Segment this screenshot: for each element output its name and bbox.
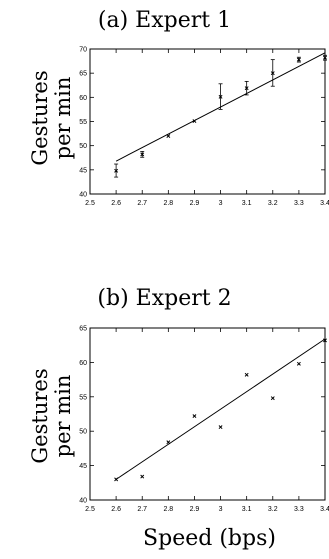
chart-a-plot: 2.5 2.6 2.7 2.8 2.9 3 3.1 3.2 3.3 3.4 40 45 50 55 60 65… [79, 47, 329, 208]
chart-a-data-point [192, 119, 197, 123]
chart-b-ytick-label: 60 [79, 360, 87, 367]
chart-b-xtick-label: 3.2 [268, 506, 278, 513]
chart-b-ytick-label: 45 [79, 463, 87, 470]
chart-b-data-point [323, 338, 327, 343]
chart-b-data-point [166, 440, 171, 445]
chart-b-plot: 2.5 2.6 2.7 2.8 2.9 3 3.1 3.2 3.3 3.4 40 45 50 55 60 65 [79, 326, 329, 514]
chart-a-data-point [270, 71, 275, 76]
chart-a-data-point [140, 152, 145, 157]
chart-a-data-point [114, 168, 119, 173]
chart-b-xtick-label: 3.4 [320, 506, 329, 513]
chart-a-xtick-label: 3.1 [242, 200, 252, 207]
chart-b-xtick-label: 3.3 [294, 506, 304, 513]
chart-b-ytick-label: 40 [79, 498, 87, 505]
chart-a-data-point [244, 86, 249, 91]
chart-a-data-point [218, 94, 223, 99]
chart-b-data-point [140, 474, 145, 479]
chart-b-data-point [114, 477, 119, 482]
chart-b-data-point [296, 361, 301, 366]
chart-a-xtick-label: 2.6 [111, 200, 121, 207]
chart-a-data-point [323, 55, 327, 60]
chart-a-ytick-label: 50 [79, 143, 87, 150]
chart-b-data-point [244, 372, 249, 377]
chart-b-xtick-label: 2.6 [111, 506, 121, 513]
chart-b-frame [89, 327, 326, 501]
chart-b-fit-line [115, 338, 326, 480]
chart-a-ytick-label: 70 [79, 47, 87, 54]
chart-b-xtick-label: 3.1 [242, 506, 252, 513]
chart-b-ytick-label: 65 [79, 326, 87, 333]
chart-b-ytick-label: 55 [79, 394, 87, 401]
chart-a-ytick-label: 55 [79, 119, 87, 126]
chart-b-title: (b) Expert 2 [97, 286, 232, 311]
chart-b-xtick-label: 2.9 [190, 506, 200, 513]
chart-a-data-point [166, 134, 171, 138]
chart-b-xtick-label: 2.5 [85, 506, 95, 513]
chart-b-xtick-label: 3 [219, 506, 223, 513]
chart-b-data-point [192, 414, 197, 419]
chart-b-ytick-label: 50 [79, 429, 87, 436]
chart-a-xtick-label: 3.3 [294, 200, 304, 207]
chart-a-xtick-label: 3 [219, 200, 223, 207]
chart-a-ytick-label: 45 [79, 167, 87, 174]
chart-a-xtick-label: 3.4 [320, 200, 329, 207]
chart-a-xtick-label: 2.7 [137, 200, 147, 207]
chart-b-xtick-label: 2.8 [163, 506, 173, 513]
chart-a-ytick-label: 40 [79, 192, 87, 199]
chart-a-ytick-label: 65 [79, 71, 87, 78]
chart-b-data-point [270, 396, 275, 401]
chart-a-xtick-label: 2.8 [163, 200, 173, 207]
shared-x-axis-label: Speed (bps) [143, 526, 276, 551]
chart-b-xtick-label: 2.7 [137, 506, 147, 513]
chart-a-xtick-label: 3.2 [268, 200, 278, 207]
chart-a-xtick-label: 2.5 [85, 200, 95, 207]
chart-a-data-point [296, 57, 301, 62]
chart-b-data-point [218, 425, 223, 430]
chart-a-xtick-label: 2.9 [190, 200, 200, 207]
chart-a-title: (a) Expert 1 [97, 8, 232, 33]
chart-a-ytick-label: 60 [79, 95, 87, 102]
